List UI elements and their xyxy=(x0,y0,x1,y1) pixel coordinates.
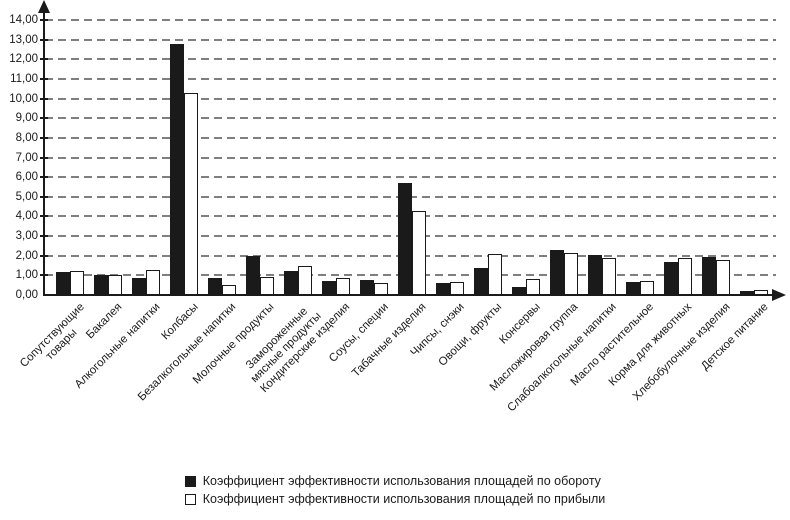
y-axis-arrow-icon xyxy=(38,0,50,13)
bar-turnover xyxy=(360,280,374,295)
y-tick-label: 1,00 xyxy=(15,269,38,282)
bar-profit xyxy=(754,290,768,295)
legend-label: Коэффициент эффективности использования … xyxy=(202,492,606,506)
gridline xyxy=(45,156,776,159)
y-tick-label: 13,00 xyxy=(9,33,38,46)
x-category-label: Детское питание xyxy=(698,301,771,373)
bar-turnover xyxy=(322,281,336,295)
bar-turnover xyxy=(246,255,260,295)
bar-turnover xyxy=(170,43,184,295)
bar-turnover xyxy=(702,256,716,295)
bar-profit xyxy=(678,257,692,295)
gridline xyxy=(45,97,776,100)
bar-profit xyxy=(184,92,198,295)
bar-profit xyxy=(602,257,616,295)
bar-profit xyxy=(716,259,730,295)
bar-turnover xyxy=(56,272,70,295)
bar-turnover xyxy=(664,261,678,295)
legend-item-turnover: Коэффициент эффективности использования … xyxy=(184,474,606,489)
bar-turnover xyxy=(512,287,526,295)
bar-profit xyxy=(222,285,236,295)
bar-profit xyxy=(260,277,274,295)
x-axis xyxy=(43,294,778,296)
bar-profit xyxy=(526,279,540,295)
y-tick-label: 6,00 xyxy=(15,171,38,184)
y-tick-label: 2,00 xyxy=(15,249,38,262)
bar-profit xyxy=(336,278,350,295)
bar-profit xyxy=(564,252,578,295)
bar-profit xyxy=(108,275,122,295)
y-tick-label: 0,00 xyxy=(15,289,38,301)
gridline xyxy=(45,58,776,61)
gridline xyxy=(45,117,776,120)
legend-swatch-white-square-icon xyxy=(184,494,196,505)
bar-profit xyxy=(640,281,654,295)
gridline xyxy=(45,77,776,80)
bar-turnover xyxy=(474,268,488,295)
x-axis-arrow-icon xyxy=(772,289,786,301)
bar-profit xyxy=(70,271,84,295)
bar-turnover xyxy=(284,271,298,295)
bar-profit xyxy=(298,265,312,295)
y-tick-label: 12,00 xyxy=(9,53,38,66)
bar-profit xyxy=(146,270,160,295)
y-tick-label: 5,00 xyxy=(15,190,38,203)
y-tick-label: 9,00 xyxy=(15,112,38,125)
bar-profit xyxy=(450,282,464,295)
bar-turnover xyxy=(398,183,412,295)
legend-item-profit: Коэффициент эффективности использования … xyxy=(184,492,606,507)
y-tick-label: 11,00 xyxy=(10,72,38,85)
x-category-label: Сопутствующие товары xyxy=(17,301,87,370)
y-axis xyxy=(43,8,45,296)
gridline xyxy=(45,136,776,139)
plot-area: 0,00 1,00 2,00 3,00 4,00 5,00 6,00 7,00 8,00 9,00… xyxy=(9,0,786,414)
bar-profit xyxy=(374,283,388,295)
gridline xyxy=(45,38,776,41)
legend-label: Коэффициент эффективности использования … xyxy=(202,474,601,488)
legend: Коэффициент эффективности использования … xyxy=(0,474,790,510)
y-tick-label: 10,00 xyxy=(9,92,38,105)
bar-turnover xyxy=(132,278,146,295)
bar-turnover xyxy=(588,254,602,295)
bar-turnover xyxy=(550,249,564,295)
y-tick-label: 7,00 xyxy=(15,151,38,164)
bar-turnover xyxy=(740,291,754,295)
y-tick-label: 4,00 xyxy=(15,210,38,223)
y-tick-label: 14,00 xyxy=(9,14,38,26)
legend-swatch-black-square-icon xyxy=(184,476,196,487)
bar-profit xyxy=(488,253,502,295)
bar-turnover xyxy=(436,283,450,295)
gridline xyxy=(45,19,776,21)
bar-profit xyxy=(412,210,426,295)
y-tick-label: 8,00 xyxy=(15,131,38,144)
bar-turnover xyxy=(94,275,108,295)
gridline xyxy=(45,176,776,179)
y-tick-label: 3,00 xyxy=(15,230,38,243)
bar-turnover xyxy=(208,278,222,295)
bar-turnover xyxy=(626,282,640,295)
